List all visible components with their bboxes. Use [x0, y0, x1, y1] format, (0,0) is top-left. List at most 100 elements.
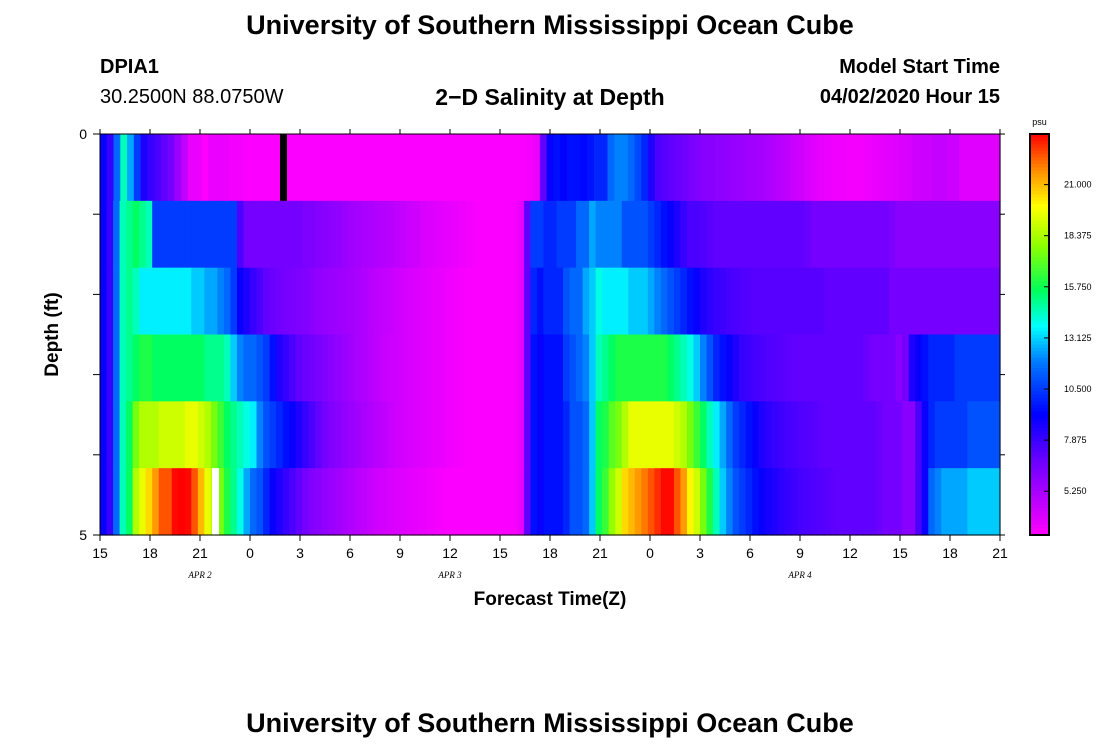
station-coordinates: 30.2500N 88.0750W	[100, 86, 284, 108]
heatmap-cell	[308, 401, 316, 469]
heatmap-cell	[315, 200, 323, 269]
heatmap-cell	[884, 134, 893, 202]
heatmap-cell	[471, 200, 479, 269]
heatmap-cell	[864, 134, 873, 202]
heatmap-cell	[126, 401, 134, 469]
colorbar-segment	[1030, 271, 1049, 275]
heatmap-cell	[174, 134, 182, 202]
heatmap-cell	[530, 334, 538, 402]
heatmap-cell	[100, 334, 108, 402]
heatmap-cell	[194, 134, 203, 202]
heatmap-cell	[700, 468, 708, 536]
heatmap-cell	[357, 134, 365, 202]
colorbar-segment	[1030, 210, 1049, 215]
heatmap-cell	[393, 334, 401, 402]
heatmap-cell	[810, 468, 818, 536]
colorbar-segment	[1030, 508, 1049, 513]
heatmap-cell	[543, 401, 551, 469]
heatmap-cell	[882, 200, 890, 269]
heatmap-cell	[543, 334, 551, 402]
heatmap-cell	[499, 134, 507, 202]
heatmap-cell	[758, 468, 766, 536]
heatmap-cell	[713, 468, 721, 536]
heatmap-cell	[967, 334, 975, 402]
colorbar-segment	[1030, 424, 1049, 429]
heatmap-cell	[742, 134, 751, 202]
heatmap-cell	[230, 401, 238, 469]
heatmap-cell	[210, 401, 218, 469]
colorbar-segment	[1030, 204, 1049, 209]
heatmap-cell	[132, 401, 140, 469]
heatmap-cell	[960, 468, 968, 536]
heatmap-cell	[471, 267, 479, 336]
heatmap-cell	[715, 134, 724, 202]
colorbar-segment	[1030, 394, 1049, 399]
heatmap-cell	[973, 401, 982, 469]
y-axis: 05	[79, 126, 1005, 543]
colorbar-segment	[1030, 468, 1049, 473]
heatmap-cell	[960, 200, 968, 269]
heatmap-cell	[771, 267, 779, 336]
heatmap-cell	[536, 401, 545, 469]
colorbar-segment	[1030, 408, 1049, 412]
heatmap-cell	[641, 267, 649, 336]
heatmap-cell	[171, 334, 179, 402]
heatmap-cell	[713, 267, 721, 336]
heatmap-cell	[608, 468, 616, 536]
heatmap-cell	[295, 334, 303, 402]
heatmap-cell	[593, 134, 602, 202]
heatmap-cell	[739, 334, 747, 402]
heatmap-cell	[536, 468, 545, 536]
heatmap-cell	[790, 134, 798, 202]
heatmap-cell	[954, 468, 962, 536]
heatmap-cell	[889, 267, 897, 336]
heatmap-cell	[113, 200, 121, 269]
heatmap-cell	[700, 401, 708, 469]
heatmap-cell	[702, 134, 710, 202]
heatmap-cell	[667, 200, 675, 269]
colorbar-segment	[1030, 147, 1049, 152]
heatmap-cell	[614, 134, 622, 202]
heatmap-cell	[765, 401, 773, 469]
heatmap-cell	[882, 401, 890, 469]
colorbar-segment	[1030, 180, 1049, 185]
heatmap-cell	[908, 200, 916, 269]
heatmap-cell	[661, 134, 670, 202]
heatmap-cell	[769, 134, 778, 202]
heatmap-cell	[615, 468, 623, 536]
heatmap-cell	[960, 401, 968, 469]
heatmap-cell	[836, 334, 845, 402]
heatmap-cell	[472, 134, 480, 202]
heatmap-cell	[439, 267, 447, 336]
heatmap-cell	[282, 200, 290, 269]
heatmap-cell	[576, 468, 584, 536]
heatmap-cell	[445, 401, 453, 469]
heatmap-cell	[191, 401, 199, 469]
x-tick-label: 9	[396, 545, 404, 561]
heatmap-cell	[550, 267, 558, 336]
heatmap-cell	[393, 200, 401, 269]
heatmap-cell	[947, 468, 955, 536]
colorbar-segment	[1030, 421, 1049, 426]
heatmap-cell	[289, 134, 297, 202]
x-tick-label: 21	[592, 545, 608, 561]
heatmap-cell	[282, 334, 290, 402]
heatmap-cell	[215, 134, 223, 202]
heatmap-cell	[706, 334, 714, 402]
heatmap-cell	[736, 134, 744, 202]
heatmap-cell	[184, 334, 192, 402]
heatmap-cell	[165, 401, 173, 469]
heatmap-cell	[275, 134, 284, 202]
heatmap-cell	[621, 267, 629, 336]
heatmap-cell	[595, 200, 603, 269]
heatmap-cell	[713, 200, 721, 269]
heatmap-cell	[426, 468, 434, 536]
heatmap-cell	[419, 468, 427, 536]
heatmap-cell	[843, 200, 851, 269]
heatmap-cell	[302, 267, 310, 336]
heatmap-cell	[276, 200, 284, 269]
heatmap-cell	[863, 267, 871, 336]
heatmap-cell	[681, 134, 690, 202]
heatmap-cell	[908, 334, 916, 402]
colorbar-segment	[1030, 454, 1049, 459]
